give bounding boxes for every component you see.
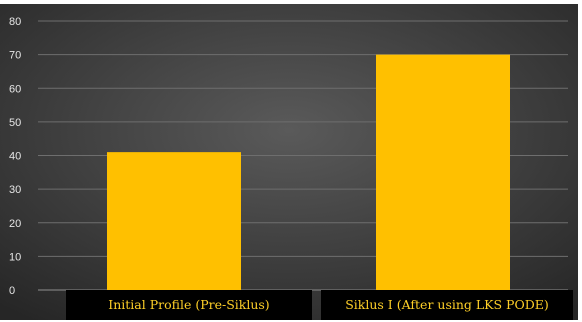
category-labels: Initial Profile (Pre-Siklus) Siklus I (Af… [66,290,573,320]
y-tick-label: 60 [9,83,21,95]
category-label-box-2 [321,290,573,320]
y-axis-ticks: 0 10 20 30 40 50 60 70 80 [9,16,21,297]
y-tick-label: 50 [9,117,21,129]
category-label-box-1 [66,290,312,320]
category-label-2: Siklus I (After using LKS PODE) [345,297,549,312]
category-label-1: Initial Profile (Pre-Siklus) [108,297,269,312]
y-tick-label: 20 [9,218,21,230]
y-tick-label: 30 [9,184,21,196]
bar-1 [107,152,241,290]
bars [107,54,510,290]
y-tick-label: 0 [9,285,15,297]
bar-2 [376,54,510,290]
y-tick-label: 10 [9,251,21,263]
y-tick-label: 40 [9,151,21,163]
y-tick-label: 80 [9,16,21,28]
y-tick-label: 70 [9,50,21,62]
